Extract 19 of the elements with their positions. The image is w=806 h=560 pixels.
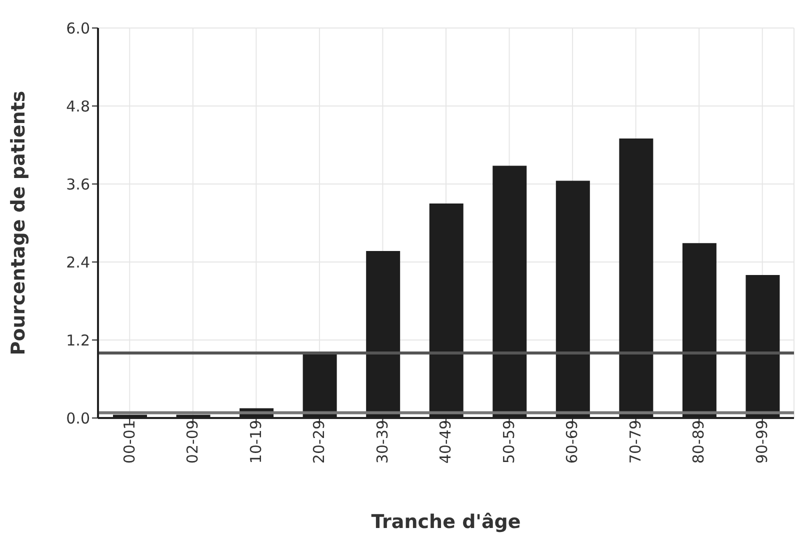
x-tick-label: 30-39: [373, 420, 392, 464]
x-tick-label: 50-59: [500, 420, 518, 464]
y-tick-label: 2.4: [66, 253, 90, 272]
y-tick-label: 6.0: [66, 19, 90, 38]
y-tick-label: 3.6: [66, 175, 90, 194]
y-tick-label: 4.8: [66, 97, 90, 116]
y-tick-label: 1.2: [66, 331, 90, 350]
x-axis-title: Tranche d'âge: [371, 511, 521, 533]
y-axis-title: Pourcentage de patients: [8, 90, 30, 356]
x-tick-label: 90-99: [753, 420, 772, 464]
x-tick-label: 70-79: [626, 420, 644, 464]
x-tick-label: 10-19: [246, 420, 265, 464]
x-tick-label: 00-01: [120, 420, 138, 464]
x-tick-label: 02-09: [184, 420, 202, 464]
x-tick-label: 60-69: [563, 420, 582, 464]
y-tick-label: 0.0: [66, 409, 90, 428]
x-tick-label: 80-89: [690, 420, 708, 464]
x-tick-label: 40-49: [436, 420, 455, 464]
x-tick-label: 20-29: [310, 420, 328, 464]
